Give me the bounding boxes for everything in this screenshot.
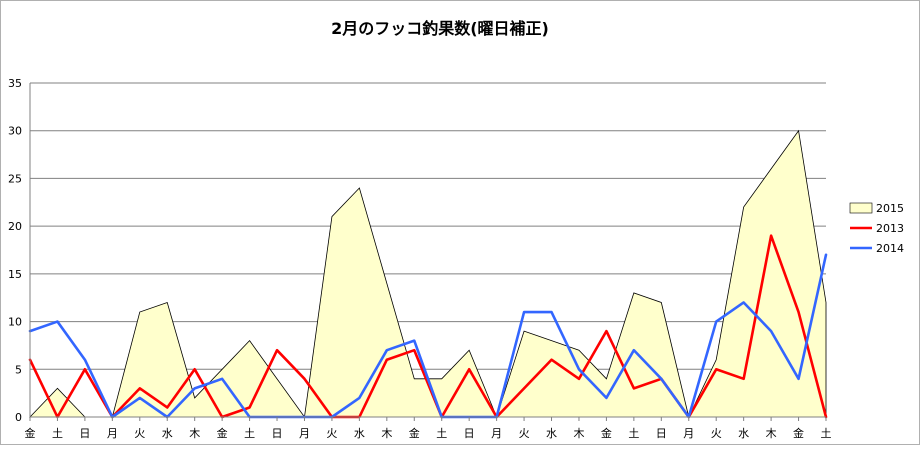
x-tick-label: 金: [25, 426, 36, 440]
chart-title: 2月のフッコ釣果数(曜日補正): [331, 19, 549, 38]
x-tick-label: 日: [656, 427, 667, 440]
x-tick-label: 水: [162, 427, 173, 440]
y-tick-label: 35: [8, 77, 22, 90]
series-2015-area: [29, 129, 827, 419]
series-2014-line: [28, 253, 828, 419]
legend-label-2015: 2015: [876, 202, 904, 215]
legend-label-2013: 2013: [876, 222, 904, 235]
x-tick-label: 日: [79, 427, 90, 440]
x-tick-label: 金: [217, 426, 228, 440]
legend-swatch-2015: [849, 202, 873, 214]
y-tick-label: 0: [15, 411, 22, 424]
x-tick-label: 月: [491, 427, 502, 440]
y-tick-label: 30: [8, 125, 22, 138]
x-tick-label: 金: [409, 426, 420, 440]
x-tick-label: 土: [52, 427, 63, 440]
y-tick-label: 5: [15, 363, 22, 376]
x-tick-label: 土: [628, 427, 639, 440]
y-tick-label: 25: [8, 172, 22, 185]
legend-label-2014: 2014: [876, 242, 904, 255]
x-tick-label: 月: [107, 427, 118, 440]
axes: 0 5 10 15 20 25 30 35 金 土 日 月 火 水 木 金 土 日 月 火 水 木 金 土 日 月 火 水 木 金 土 日 月 火…: [8, 77, 832, 440]
x-tick-label: 火: [711, 427, 722, 440]
x-tick-label: 土: [244, 427, 255, 440]
y-tick-label: 10: [8, 316, 22, 329]
y-tick-label: 15: [8, 268, 22, 281]
x-tick-label: 月: [299, 427, 310, 440]
x-tick-label: 木: [189, 427, 200, 440]
x-tick-label: 水: [738, 427, 749, 440]
x-tick-label: 水: [354, 427, 365, 440]
legend: 2015 2013 2014: [849, 202, 904, 255]
x-tick-label: 火: [519, 427, 530, 440]
x-tick-label: 金: [793, 426, 804, 440]
x-tick-label: 木: [381, 427, 392, 440]
line-series: [28, 234, 828, 419]
x-tick-label: 土: [436, 427, 447, 440]
y-tick-label: 20: [8, 220, 22, 233]
x-tick-label: 日: [272, 427, 283, 440]
x-tick-label: 日: [464, 427, 475, 440]
x-tick-label: 木: [766, 427, 777, 440]
x-tick-label: 金: [601, 426, 612, 440]
x-tick-label: 土: [821, 427, 832, 440]
x-tick-label: 水: [546, 427, 557, 440]
area-series: [29, 129, 827, 419]
x-tick-label: 火: [326, 427, 337, 440]
x-tick-label: 火: [134, 427, 145, 440]
series-2013-line: [28, 234, 828, 419]
x-tick-label: 月: [683, 427, 694, 440]
x-tick-label: 木: [573, 427, 584, 440]
